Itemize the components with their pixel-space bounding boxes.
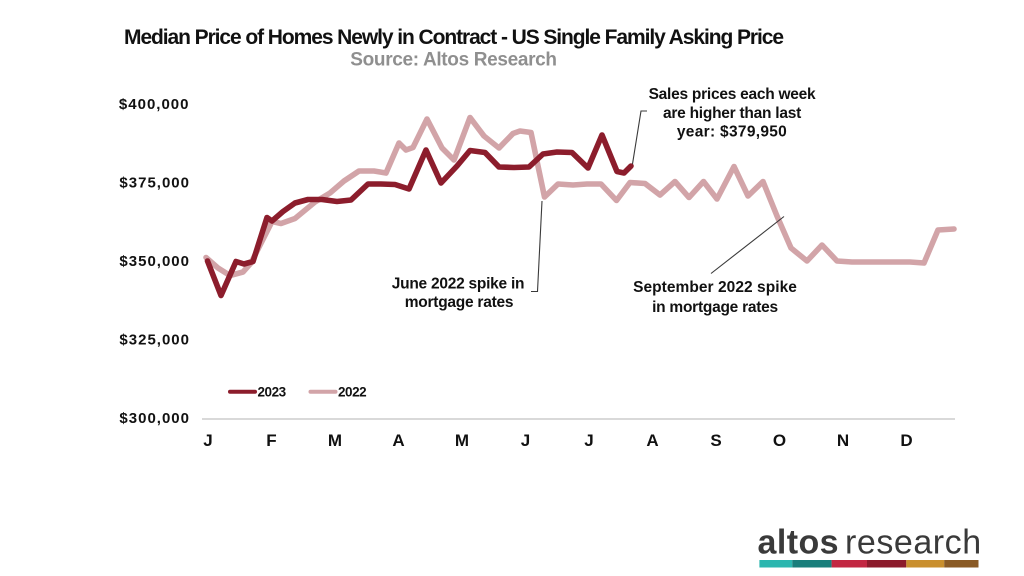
- svg-text:year: $379,950: year: $379,950: [677, 124, 787, 141]
- svg-text:J: J: [203, 431, 212, 450]
- svg-text:J: J: [584, 431, 593, 450]
- svg-text:$375,000: $375,000: [119, 175, 190, 192]
- svg-text:J: J: [521, 431, 530, 450]
- svg-text:A: A: [392, 431, 404, 450]
- svg-text:$300,000: $300,000: [119, 410, 190, 427]
- svg-text:2023: 2023: [258, 385, 287, 400]
- svg-text:Sales prices each week: Sales prices each week: [649, 86, 816, 103]
- svg-text:S: S: [710, 431, 721, 450]
- svg-text:$400,000: $400,000: [119, 96, 190, 113]
- svg-text:$325,000: $325,000: [119, 332, 190, 349]
- svg-text:Source: Altos Research: Source: Altos Research: [350, 50, 556, 71]
- svg-text:M: M: [455, 431, 469, 450]
- svg-text:mortgage rates: mortgage rates: [405, 294, 513, 311]
- svg-text:research: research: [845, 524, 982, 562]
- svg-text:are higher than last: are higher than last: [663, 105, 801, 122]
- svg-text:O: O: [773, 431, 786, 450]
- svg-text:D: D: [900, 431, 912, 450]
- svg-text:Median Price of Homes Newly in: Median Price of Homes Newly in Contract …: [124, 26, 783, 49]
- svg-text:M: M: [328, 431, 342, 450]
- svg-text:September 2022 spike: September 2022 spike: [633, 279, 797, 296]
- svg-text:in mortgage rates: in mortgage rates: [652, 299, 778, 316]
- svg-text:altos: altos: [758, 524, 839, 562]
- svg-text:A: A: [646, 431, 658, 450]
- svg-text:2022: 2022: [338, 385, 366, 400]
- svg-text:F: F: [266, 431, 276, 450]
- svg-text:N: N: [837, 431, 849, 450]
- svg-text:June 2022 spike in: June 2022 spike in: [392, 276, 525, 293]
- svg-text:$350,000: $350,000: [119, 253, 190, 270]
